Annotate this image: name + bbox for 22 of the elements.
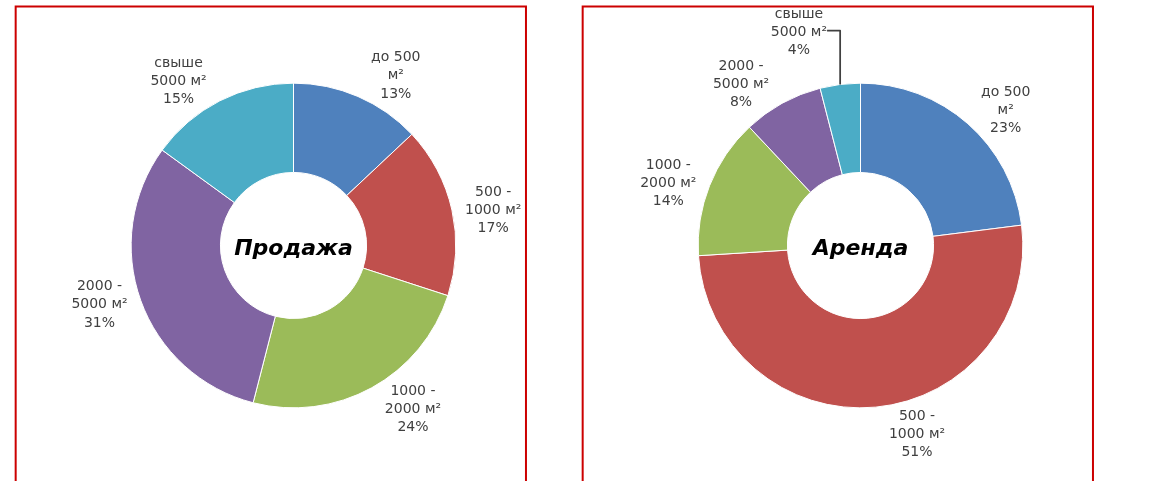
data-label: 31% bbox=[83, 313, 116, 330]
data-label: 23% bbox=[990, 119, 1022, 136]
slice-label: 2000 - 5000 м² bbox=[71, 277, 128, 312]
data-label: 17% bbox=[477, 219, 509, 236]
text: Аренда bbox=[810, 235, 909, 260]
data-label: 14% bbox=[652, 192, 684, 209]
slice-label: 1000 - 2000 м² bbox=[640, 155, 697, 191]
data-label: 4% bbox=[787, 40, 811, 57]
slice-label: 500 - 1000 м² bbox=[888, 406, 946, 442]
data-label: 13% bbox=[380, 84, 412, 101]
slice-label: 1000 - 2000 м² bbox=[384, 381, 442, 416]
data-label: 15% bbox=[162, 90, 195, 107]
slice-label: до 500 м² bbox=[980, 82, 1031, 117]
slice-label: 500 - 1000 м² bbox=[465, 182, 522, 217]
slice-label: до 500 м² bbox=[371, 48, 421, 83]
slice-label: свыше 5000 м² bbox=[150, 53, 207, 89]
slice-label: 2000 - 5000 м² bbox=[712, 56, 770, 92]
data-label: 51% bbox=[901, 443, 933, 460]
slice-label: свыше 5000 м² bbox=[770, 4, 828, 39]
data-label: 8% bbox=[729, 93, 753, 110]
text: Продажа bbox=[234, 235, 353, 260]
data-label: 24% bbox=[397, 418, 429, 435]
